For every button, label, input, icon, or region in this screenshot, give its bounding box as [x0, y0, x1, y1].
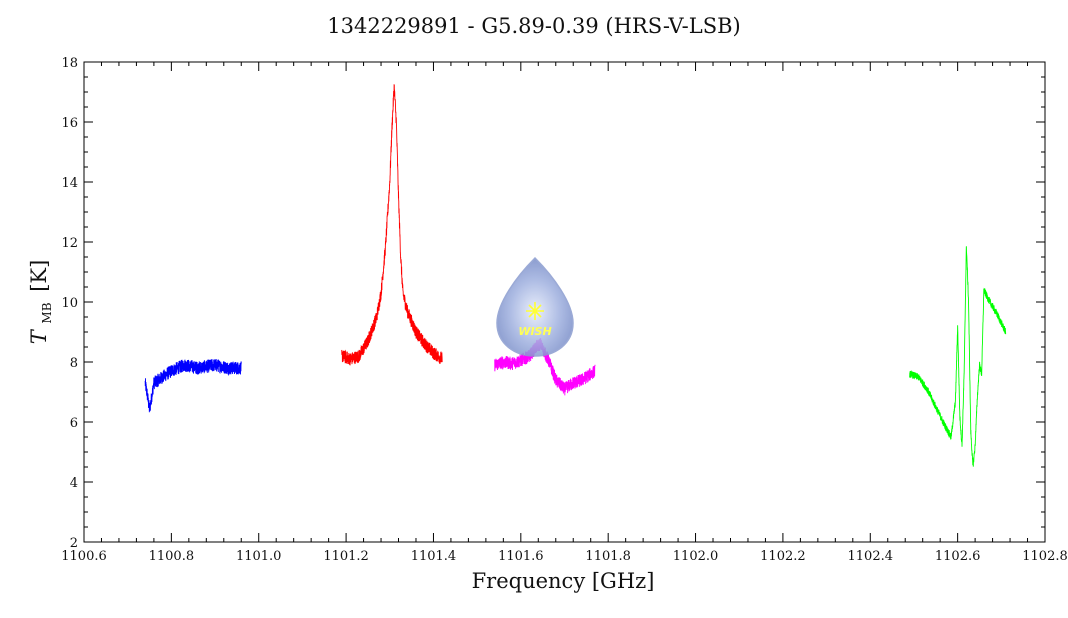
x-tick-label: 1102.0 — [673, 549, 719, 564]
y-tick-label: 8 — [70, 356, 78, 371]
y-tick-label: 18 — [61, 56, 78, 71]
x-tick-labels: 1100.6 1100.8 1101.0 1101.2 1101.4 1101.6 1101… — [61, 549, 1068, 564]
x-tick-label: 1102.6 — [935, 549, 981, 564]
x-tick-label: 1101.6 — [498, 549, 544, 564]
chart-title: 1342229891 - G5.89-0.39 (HRS-V-LSB) — [327, 14, 741, 38]
y-tick-label: 4 — [70, 476, 78, 491]
x-tick-label: 1102.4 — [848, 549, 894, 564]
axis-ticks — [83, 61, 1046, 543]
x-tick-label: 1101.4 — [411, 549, 457, 564]
wish-logo-text: WISH — [518, 325, 551, 338]
y-tick-label: 16 — [61, 116, 78, 131]
spectrum-series-4 — [909, 246, 1007, 467]
y-axis-label: T MB [K] — [27, 260, 56, 345]
x-tick-label: 1101.8 — [585, 549, 631, 564]
y-axis-subscript: MB — [40, 302, 54, 323]
series-layer — [144, 84, 1007, 467]
x-tick-label: 1100.8 — [149, 549, 195, 564]
x-tick-label: 1101.0 — [236, 549, 282, 564]
y-tick-label: 6 — [70, 416, 78, 431]
y-tick-label: 10 — [61, 296, 78, 311]
x-tick-label: 1102.2 — [760, 549, 806, 564]
spectrum-series-2 — [341, 84, 443, 366]
star-icon — [526, 302, 544, 320]
y-tick-label: 12 — [61, 236, 78, 251]
y-tick-label: 2 — [70, 536, 78, 551]
x-tick-label: 1100.6 — [61, 549, 107, 564]
y-tick-label: 14 — [61, 176, 78, 191]
wish-logo: WISH — [496, 256, 574, 357]
x-axis-label: Frequency [GHz] — [472, 569, 655, 593]
spectrum-series-1 — [144, 359, 242, 413]
y-axis-symbol: T — [27, 328, 51, 344]
y-tick-labels: 2 4 6 8 10 12 14 16 18 — [61, 56, 78, 551]
y-axis-unit: [K] — [27, 260, 51, 292]
x-tick-label: 1101.2 — [323, 549, 369, 564]
x-tick-label: 1102.8 — [1022, 549, 1068, 564]
